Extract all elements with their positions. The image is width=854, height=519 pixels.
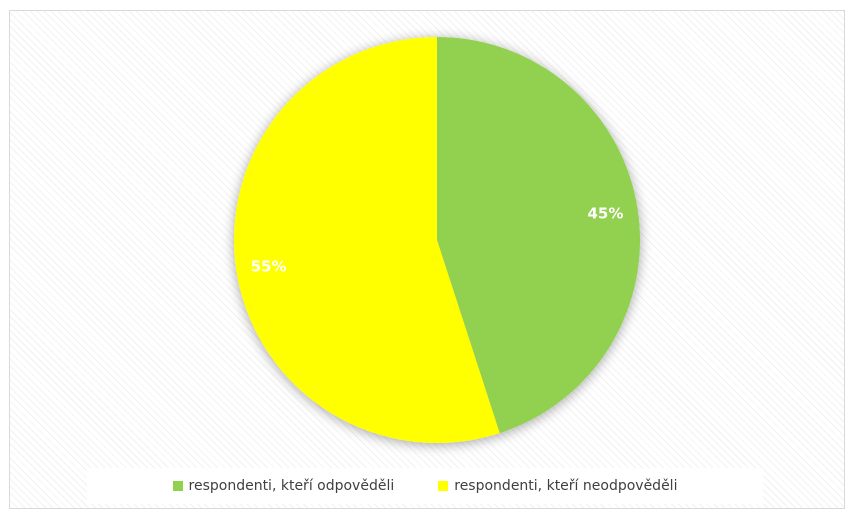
legend-label-not-answered: respondenti, kteří neodpověděli [454, 478, 678, 494]
legend-swatch-not-answered [438, 481, 449, 491]
legend-entry-not-answered: respondenti, kteří neodpověděli [438, 478, 677, 494]
pie-data-labels: 45% 55% [251, 204, 624, 275]
data-label-answered: 45% [587, 204, 623, 222]
chart-legend: respondenti, kteří odpověděli respondent… [87, 468, 763, 504]
legend-label-answered: respondenti, kteří odpověděli [188, 478, 395, 494]
pie-slice-not-answered [233, 37, 500, 444]
legend-entry-answered: respondenti, kteří odpověděli [172, 478, 395, 494]
pie-slices [233, 37, 640, 444]
data-label-not-answered: 55% [251, 258, 287, 276]
legend-swatch-answered [172, 481, 183, 491]
pie-slice-answered [437, 37, 640, 434]
